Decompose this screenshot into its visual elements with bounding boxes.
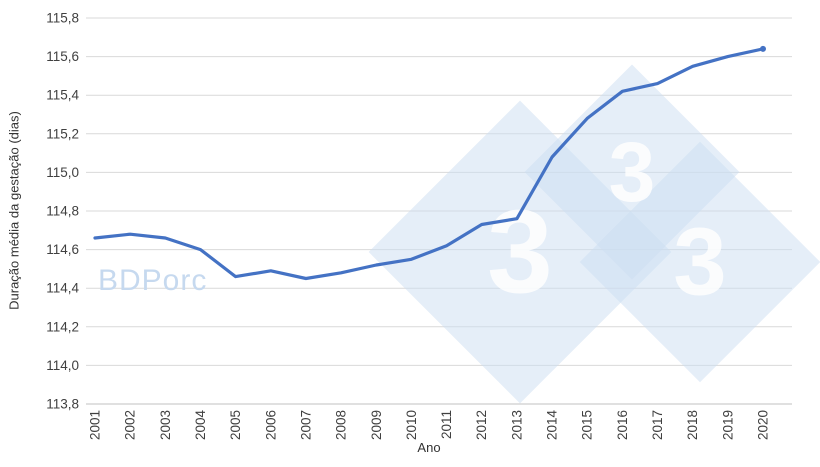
- x-tick-label: 2003: [158, 410, 173, 440]
- x-tick-label: 2017: [650, 410, 665, 440]
- x-tick-label: 2011: [439, 410, 454, 439]
- y-tick-label: 114,0: [46, 358, 79, 373]
- y-tick-label: 114,6: [46, 242, 79, 257]
- x-tick-label: 2009: [369, 410, 384, 440]
- watermark-three-glyph: 3: [673, 209, 726, 316]
- x-tick-label: 2014: [545, 410, 560, 441]
- watermark-brand-text: BDPorc: [98, 264, 207, 297]
- x-tick-label: 2016: [615, 410, 630, 440]
- watermark-diamond: [579, 141, 820, 383]
- x-tick-label: 2018: [685, 410, 700, 440]
- y-tick-label: 114,8: [46, 204, 79, 219]
- x-tick-label: 2006: [263, 410, 278, 440]
- x-tick-label: 2005: [228, 410, 243, 440]
- x-axis-title: Ano: [417, 440, 441, 455]
- x-tick-label: 2020: [756, 410, 771, 440]
- data-line-endpoint: [760, 45, 766, 52]
- x-tick-label: 2013: [509, 410, 524, 440]
- y-tick-label: 115,4: [46, 88, 79, 103]
- x-tick-label: 2010: [404, 410, 419, 440]
- watermark-three-glyph: 3: [487, 186, 553, 318]
- x-tick-label: 2008: [334, 410, 349, 440]
- data-line: [93, 47, 765, 281]
- x-tick-label: 2004: [193, 410, 208, 441]
- watermark-three-glyph: 3: [609, 125, 656, 219]
- x-tick-label: 2015: [580, 410, 595, 440]
- y-tick-label: 115,8: [46, 11, 79, 26]
- y-tick-label: 114,4: [46, 281, 79, 296]
- x-tick-label: 2019: [720, 410, 735, 440]
- y-tick-label: 113,8: [46, 397, 79, 412]
- y-tick-label: 114,2: [46, 319, 79, 334]
- y-axis-title: Duração média da gestação (dias): [6, 111, 22, 310]
- x-tick-label: 2007: [298, 410, 313, 440]
- x-tick-label: 2012: [474, 410, 489, 440]
- y-tick-label: 115,0: [46, 165, 79, 180]
- y-tick-label: 115,2: [46, 126, 79, 141]
- x-tick-label: 2002: [123, 410, 138, 440]
- y-tick-label: 115,6: [46, 49, 79, 64]
- x-tick-label: 2001: [88, 410, 103, 440]
